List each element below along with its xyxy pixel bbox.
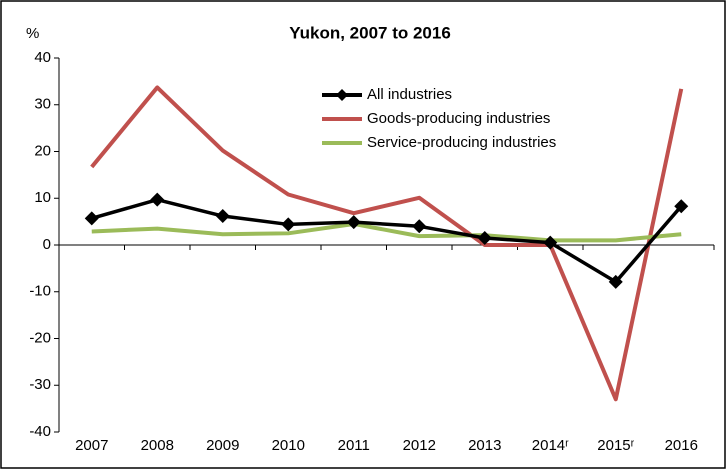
y-tick-label: 40 (34, 49, 51, 66)
x-tick-label: 2016 (665, 437, 698, 454)
marker (543, 235, 558, 250)
x-tick-label: 2013 (468, 437, 501, 454)
y-tick-label: 30 (34, 96, 51, 113)
x-tick-label: 2014ʳ (532, 437, 569, 454)
series-line (91, 197, 683, 284)
x-tick-label: 2007 (75, 437, 108, 454)
marker (608, 274, 623, 289)
marker (150, 192, 165, 207)
x-tick-label: 2015ʳ (597, 437, 634, 454)
x-tick-label: 2008 (141, 437, 174, 454)
y-tick-label: 10 (34, 189, 51, 206)
series-line (90, 85, 684, 402)
x-tick-label: 2011 (338, 437, 370, 454)
marker (477, 230, 492, 245)
y-tick-label: -30 (29, 376, 51, 393)
y-tick-label: 20 (34, 142, 51, 159)
marker (281, 217, 296, 232)
y-tick-label: 0 (43, 236, 51, 253)
marker (346, 215, 361, 230)
x-tick-label: 2012 (403, 437, 436, 454)
y-tick-label: -10 (29, 283, 51, 300)
marker (674, 199, 689, 214)
x-tick-label: 2009 (206, 437, 239, 454)
chart-title: Yukon, 2007 to 2016 (289, 23, 451, 42)
series-line (91, 221, 682, 243)
legend-label: Service-producing industries (367, 134, 556, 151)
legend-marker (336, 89, 348, 101)
x-tick-label: 2010 (272, 437, 305, 454)
marker (412, 219, 427, 234)
legend-label: Goods-producing industries (367, 110, 550, 127)
y-tick-label: -40 (29, 423, 51, 440)
marker (215, 209, 230, 224)
marker (84, 211, 99, 226)
y-axis-label: % (26, 25, 39, 42)
y-tick-label: -20 (29, 329, 51, 346)
legend-label: All industries (367, 86, 452, 103)
